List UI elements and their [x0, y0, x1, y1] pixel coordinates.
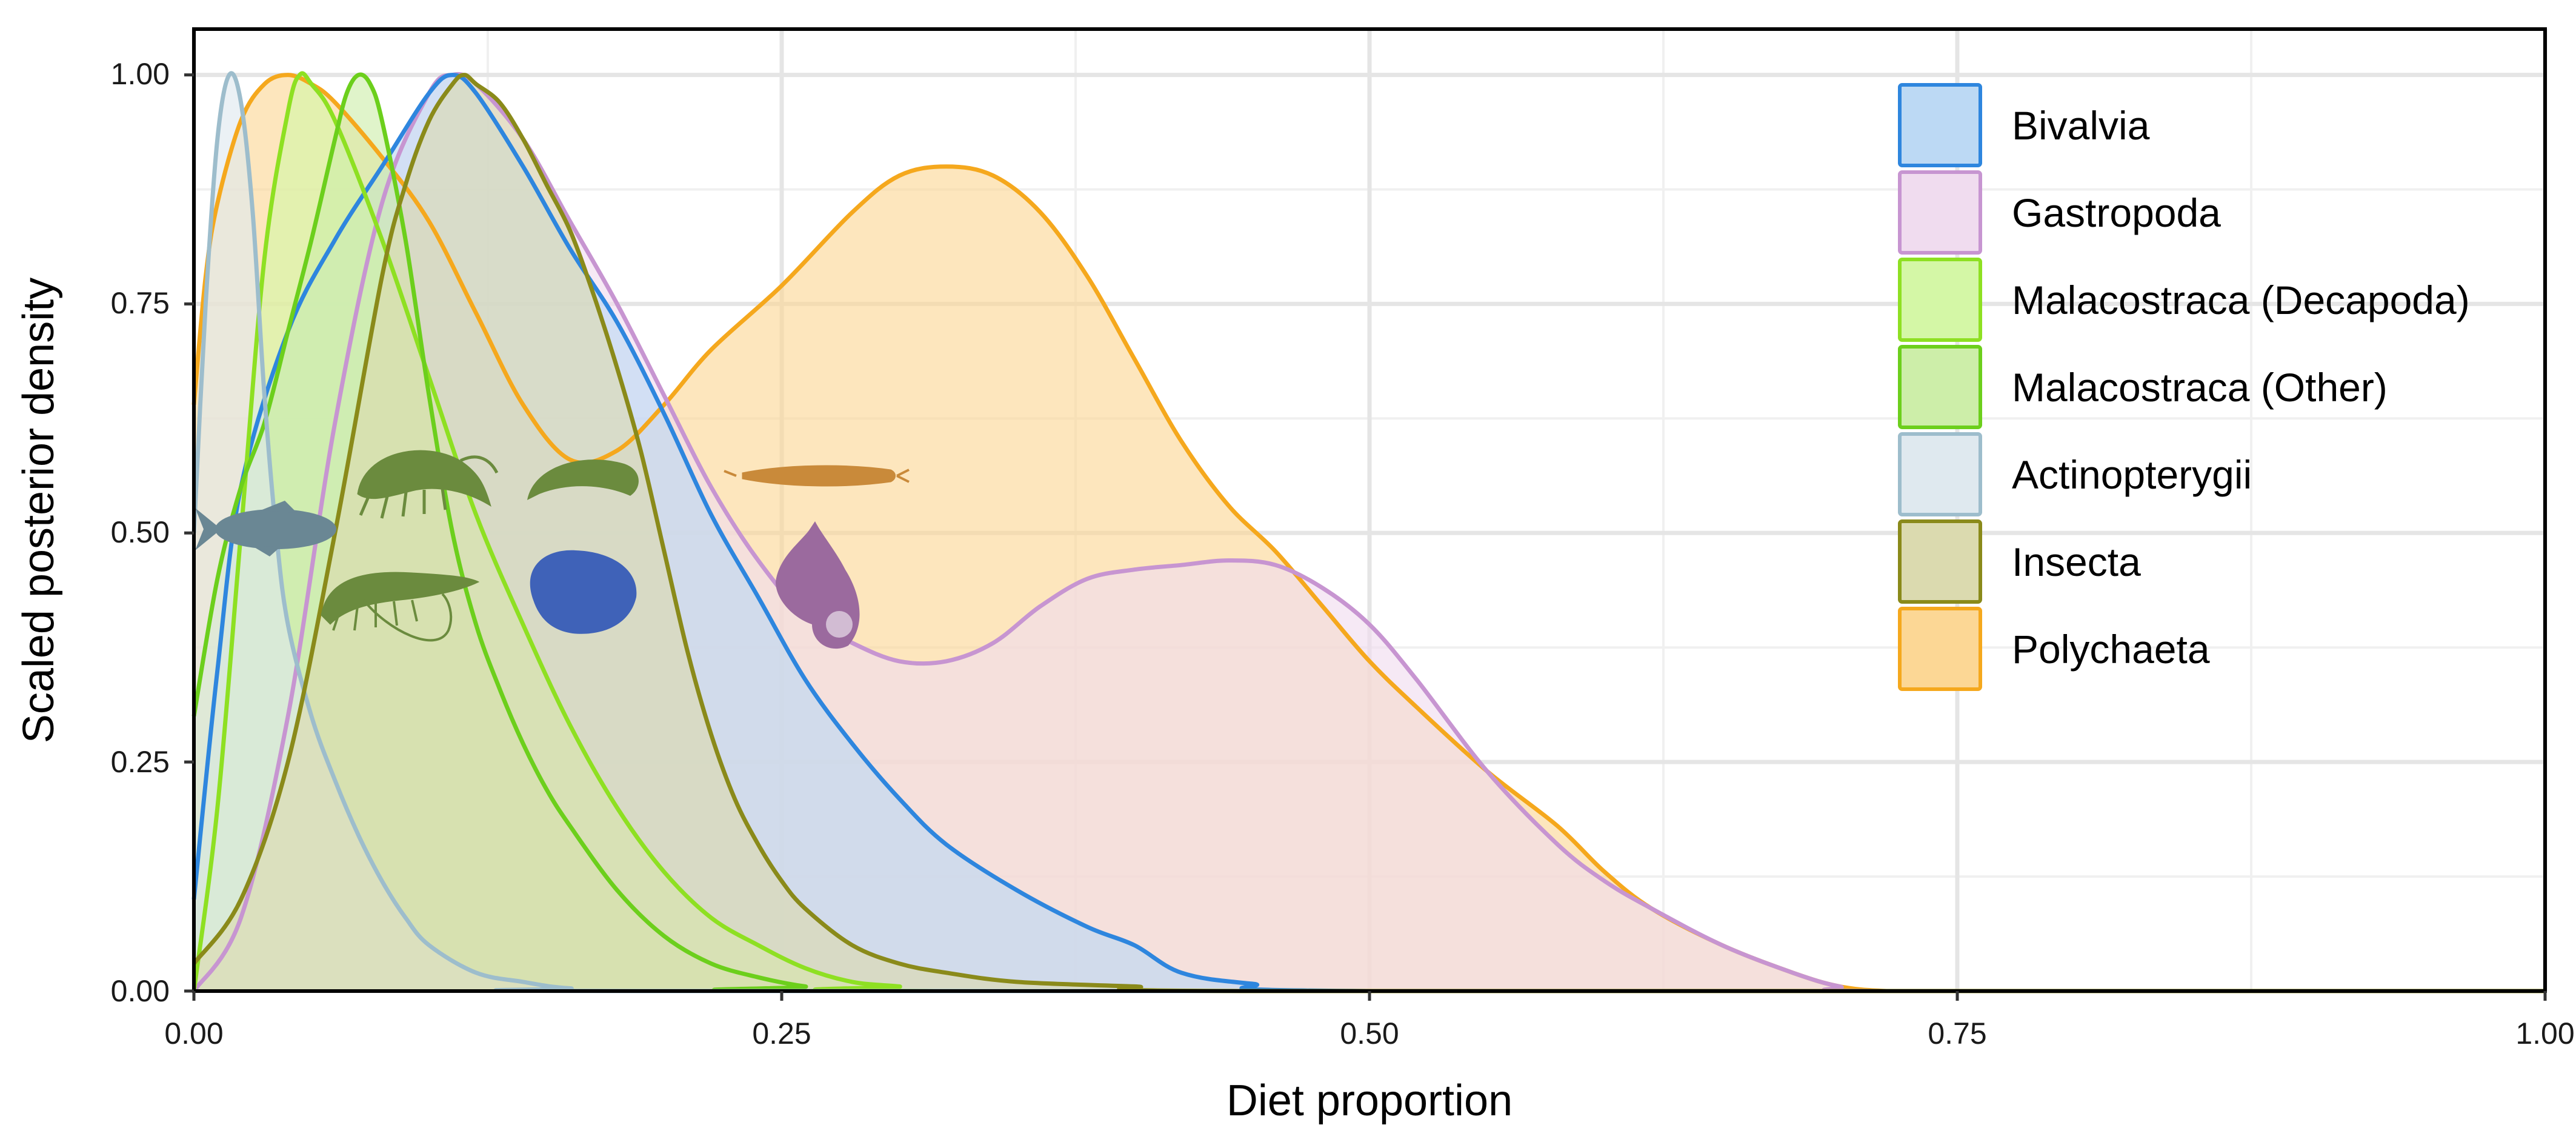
- legend-item-malacostraca-other: Malacostraca (Other): [1898, 345, 2388, 429]
- density-line-insecta: [192, 73, 2545, 993]
- y-axis-title: Scaled posterior density: [15, 278, 63, 743]
- legend-key: [1898, 519, 1982, 604]
- y-axis-tick-labels: 0.00 0.25 0.50 0.75 1.00: [111, 57, 170, 1008]
- axis-ticks: [184, 73, 2547, 1001]
- x-tick-label: 0.25: [752, 1016, 811, 1050]
- legend-item-bivalvia: Bivalvia: [1898, 83, 2150, 167]
- legend-label: Malacostraca (Other): [2012, 365, 2388, 410]
- legend-label: Actinopterygii: [2012, 452, 2252, 497]
- y-tick-label: 0.25: [111, 745, 170, 779]
- legend-label: Malacostraca (Decapoda): [2012, 278, 2470, 322]
- x-tick-label: 1.00: [2515, 1016, 2574, 1050]
- legend-label: Polychaeta: [2012, 627, 2210, 672]
- density-area-bivalvia: [194, 75, 2545, 992]
- clam-silhouette-icon: [530, 550, 637, 634]
- legend-item-malacostraca-decapoda: Malacostraca (Decapoda): [1898, 258, 2470, 342]
- legend: Bivalvia Gastropoda Malacostraca (Decapo…: [1898, 83, 2470, 691]
- x-axis-tick-labels: 0.00 0.25 0.50 0.75 1.00: [164, 1016, 2574, 1050]
- legend-label: Insecta: [2012, 539, 2141, 584]
- y-tick-label: 0.00: [111, 974, 170, 1008]
- y-tick-label: 0.75: [111, 286, 170, 320]
- x-tick-label: 0.50: [1340, 1016, 1399, 1050]
- x-axis-title: Diet proportion: [1226, 1077, 1513, 1125]
- legend-key: [1898, 345, 1982, 429]
- legend-item-gastropoda: Gastropoda: [1898, 170, 2221, 255]
- legend-label: Gastropoda: [2012, 190, 2221, 235]
- legend-key: [1898, 432, 1982, 516]
- density-area-insecta: [194, 75, 2545, 992]
- isopod-silhouette-icon: [527, 459, 639, 500]
- legend-item-actinopterygii: Actinopterygii: [1898, 432, 2252, 516]
- fish-silhouette-icon: [195, 501, 336, 556]
- density-line-bivalvia: [191, 73, 2545, 993]
- amphipod-silhouette-icon: [357, 450, 499, 519]
- legend-item-polychaeta: Polychaeta: [1898, 607, 2210, 691]
- y-tick-label: 1.00: [111, 57, 170, 91]
- legend-key: [1898, 607, 1982, 691]
- shrimp-silhouette-icon: [321, 572, 480, 642]
- legend-item-insecta: Insecta: [1898, 519, 2141, 604]
- silhouettes: [195, 450, 910, 649]
- legend-key: [1898, 170, 1982, 255]
- snail-silhouette-icon: [776, 521, 860, 649]
- worm-silhouette-icon: [724, 465, 910, 487]
- x-tick-label: 0.75: [1928, 1016, 1986, 1050]
- legend-label: Bivalvia: [2012, 103, 2150, 148]
- density-areas: [194, 73, 2545, 992]
- x-tick-label: 0.00: [164, 1016, 223, 1050]
- y-tick-label: 0.50: [111, 515, 170, 549]
- legend-key: [1898, 83, 1982, 167]
- legend-key: [1898, 258, 1982, 342]
